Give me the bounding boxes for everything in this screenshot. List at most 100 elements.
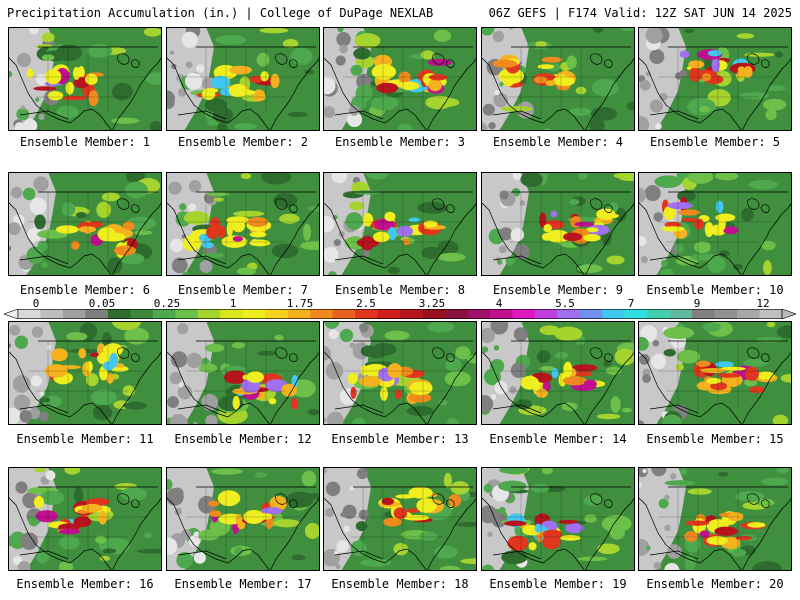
ensemble-panel-13 [323,321,477,425]
ensemble-member-label: Ensemble Member: 3 [334,135,466,149]
ensemble-panel-19 [481,467,635,571]
precip-map [8,467,162,571]
colorbar-swatch [107,309,131,319]
precip-map [166,27,320,131]
ensemble-member-label: Ensemble Member: 6 [19,283,151,297]
colorbar-tick-label: 1 [229,297,237,310]
colorbar-swatch [557,309,581,319]
ensemble-panel-16 [8,467,162,571]
ensemble-panel-7 [166,172,320,276]
precip-map [481,467,635,571]
colorbar-swatch [332,309,356,319]
colorbar-tick-label: 7 [627,297,635,310]
colorbar-swatch [669,309,693,319]
ensemble-panel-6 [8,172,162,276]
colorbar-swatch [422,309,446,319]
ensemble-panel-10 [638,172,792,276]
colorbar-swatch [377,309,401,319]
ensemble-member-label: Ensemble Member: 19 [489,577,627,591]
ensemble-panel-18 [323,467,477,571]
colorbar-tick-label: 9 [693,297,701,310]
ensemble-member-label: Ensemble Member: 9 [492,283,624,297]
ensemble-panel-12 [166,321,320,425]
colorbar-tick-label: 4 [495,297,503,310]
ensemble-member-label: Ensemble Member: 4 [492,135,624,149]
ensemble-panel-11 [8,321,162,425]
ensemble-member-label: Ensemble Member: 5 [649,135,781,149]
colorbar-tick-label: 2.5 [356,297,376,310]
precip-map [8,321,162,425]
ensemble-member-label: Ensemble Member: 16 [16,577,154,591]
ensemble-member-label: Ensemble Member: 8 [334,283,466,297]
ensemble-panel-15 [638,321,792,425]
colorbar-tick-label: 0.05 [88,297,116,310]
colorbar-swatch [647,309,670,319]
ensemble-panel-8 [323,172,477,276]
colorbar-swatch [489,309,513,319]
ensemble-member-label: Ensemble Member: 11 [16,432,154,446]
colorbar-swatch [444,309,468,319]
ensemble-member-label: Ensemble Member: 14 [489,432,627,446]
colorbar-swatch [130,309,154,319]
ensemble-member-label: Ensemble Member: 7 [177,283,309,297]
ensemble-member-label: Ensemble Member: 10 [646,283,784,297]
ensemble-panel-5 [638,27,792,131]
colorbar-swatch [175,309,199,319]
ensemble-panel-14 [481,321,635,425]
ensemble-panel-2 [166,27,320,131]
ensemble-panel-4 [481,27,635,131]
colorbar-swatch [310,309,333,319]
colorbar-swatch [400,309,423,319]
chart-title: Precipitation Accumulation (in.) | Colle… [7,6,434,20]
precip-map [638,467,792,571]
colorbar-swatch [624,309,648,319]
ensemble-member-label: Ensemble Member: 18 [331,577,469,591]
ensemble-panel-1 [8,27,162,131]
ensemble-panel-9 [481,172,635,276]
ensemble-member-label: Ensemble Member: 2 [177,135,309,149]
colorbar-swatch [62,309,86,319]
ensemble-member-label: Ensemble Member: 13 [331,432,469,446]
colorbar-swatch [467,309,491,319]
colorbar-swatch [579,309,603,319]
precip-map [323,467,477,571]
precip-map [323,172,477,276]
colorbar-max-arrow [781,309,796,319]
colorbar-swatch [40,309,64,319]
run-info: 06Z GEFS | F174 Valid: 12Z SAT JUN 14 20… [488,6,792,20]
colorbar-swatch [759,309,783,319]
precip-map [166,467,320,571]
precip-map [8,27,162,131]
precip-map [166,321,320,425]
colorbar-swatch [197,309,221,319]
colorbar-tick-label: 5.5 [555,297,575,310]
colorbar-tick-label: 0.25 [153,297,181,310]
precip-map [481,172,635,276]
precip-map [481,27,635,131]
ensemble-member-label: Ensemble Member: 17 [174,577,312,591]
colorbar-swatch [355,309,378,319]
precip-map [638,321,792,425]
colorbar-swatch [737,309,760,319]
precip-map [8,172,162,276]
colorbar-tick-label: 0 [32,297,40,310]
colorbar-swatch [18,309,41,319]
ensemble-panel-20 [638,467,792,571]
colorbar-swatch [692,309,715,319]
precip-map [323,27,477,131]
colorbar-swatch [85,309,109,319]
colorbar-swatch [287,309,311,319]
precip-map [166,172,320,276]
colorbar-tick-label: 12 [756,297,770,310]
precip-map [638,172,792,276]
precip-map [323,321,477,425]
colorbar-swatch [242,309,266,319]
colorbar-tick-label: 3.25 [418,297,446,310]
colorbar-tick-label: 1.75 [286,297,314,310]
colorbar-swatch [602,309,626,319]
precip-map [481,321,635,425]
ensemble-member-label: Ensemble Member: 1 [19,135,151,149]
colorbar-swatch [512,309,536,319]
colorbar-min-arrow [4,309,19,319]
ensemble-panel-3 [323,27,477,131]
